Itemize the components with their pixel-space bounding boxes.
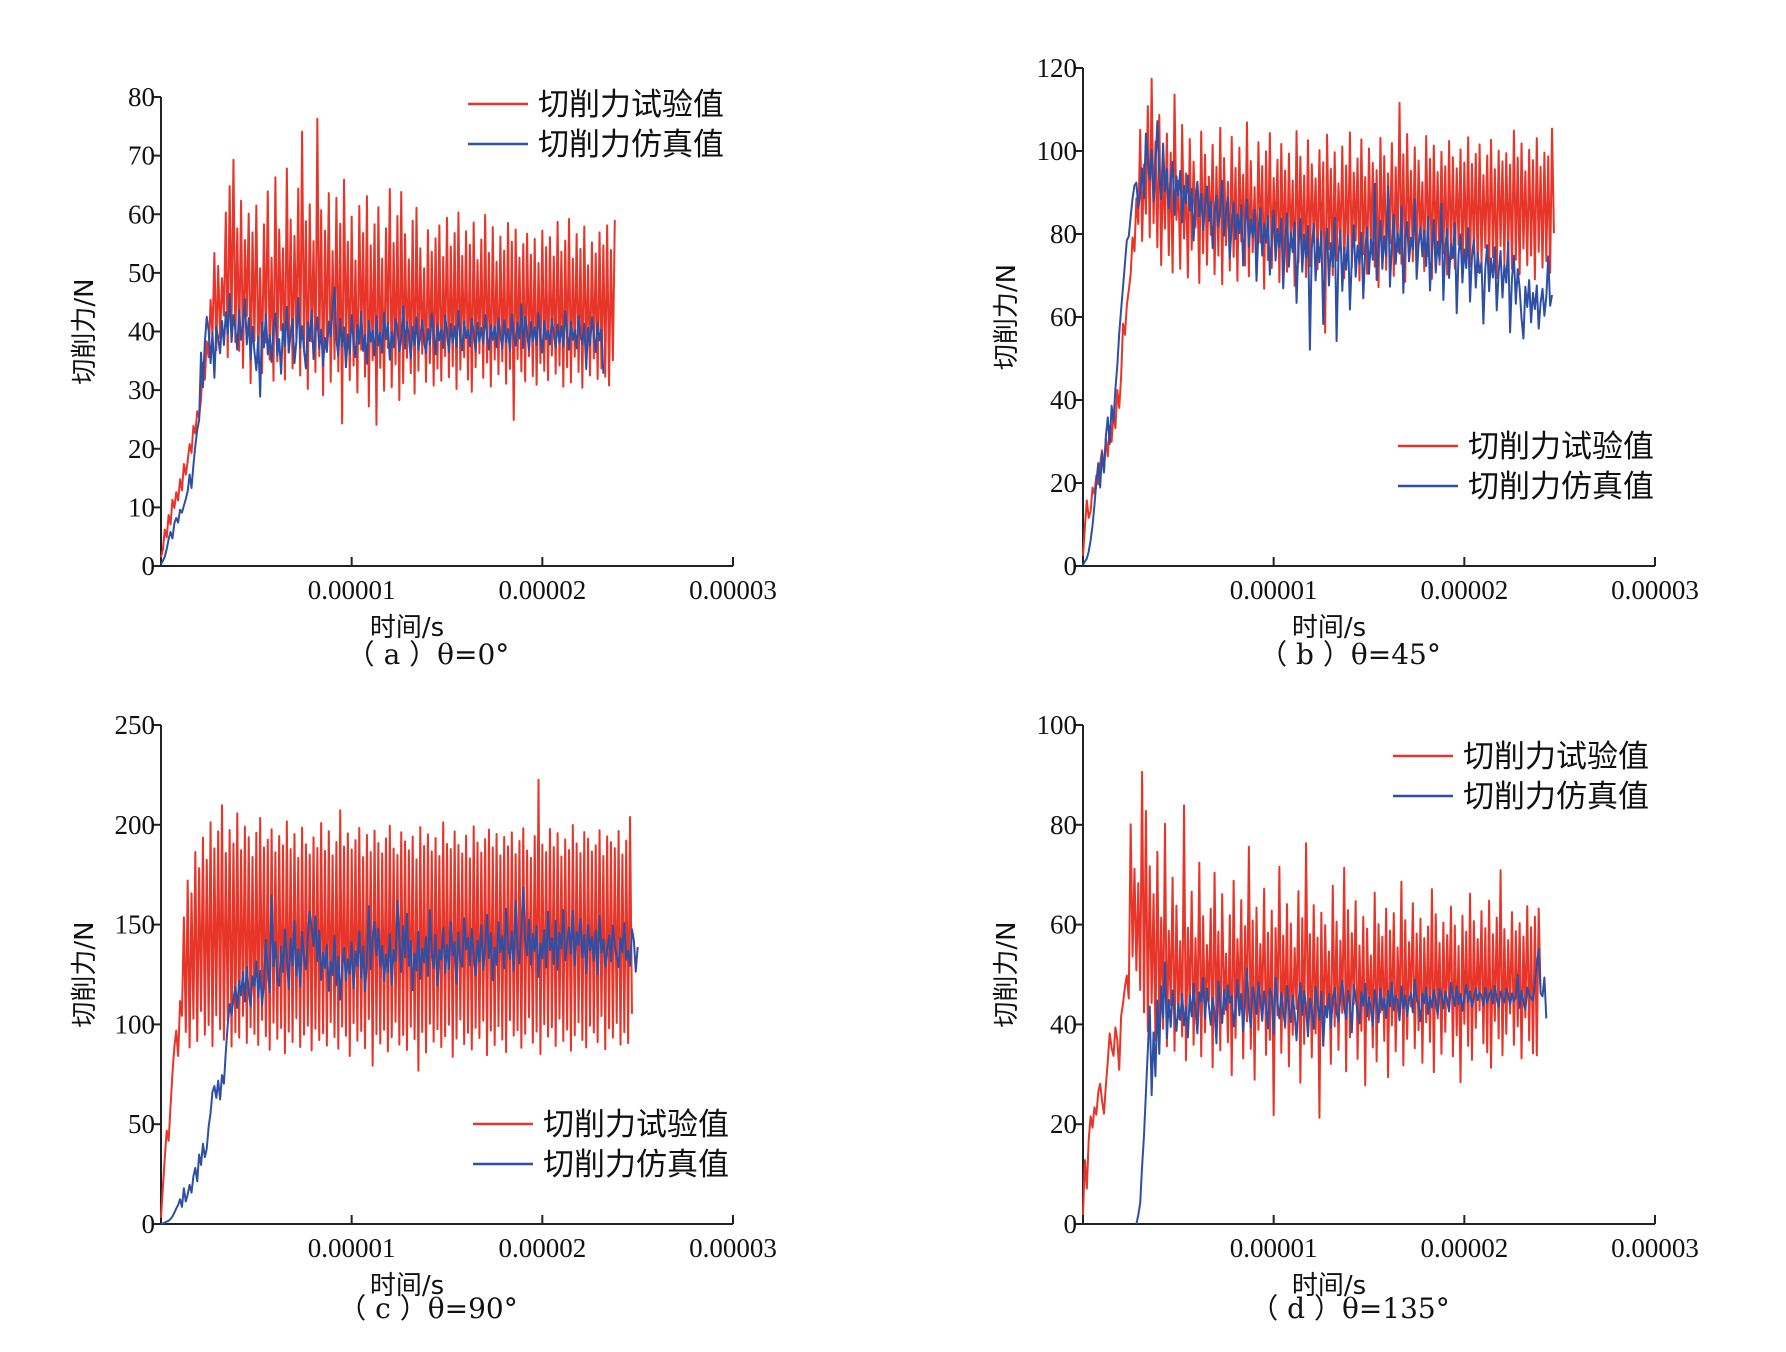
y-axis-title: 切削力/N — [70, 278, 100, 384]
legend-label: 切削力试验值 — [1463, 739, 1649, 775]
x-tick-label: 0.00002 — [1420, 1233, 1508, 1263]
y-tick-label: 150 — [115, 910, 156, 940]
series-line-simulation — [1135, 948, 1548, 1225]
chart-panel-d: 0 20 40 60 80 100 0.00001 0.00002 0.00003 时间/s 切削力… — [992, 710, 1699, 1325]
y-tick-label: 0 — [142, 551, 156, 581]
y-tick-label: 200 — [115, 810, 156, 840]
x-tick-label: 0.00002 — [1420, 575, 1508, 605]
y-tick-label: 20 — [1050, 468, 1077, 498]
legend-label: 切削力仿真值 — [1463, 779, 1649, 815]
y-tick-label: 100 — [115, 1009, 156, 1039]
x-tick-label: 0.00001 — [1230, 1233, 1318, 1263]
x-tick-label: 0.00001 — [1230, 575, 1318, 605]
x-axis-title: 时间/s — [370, 613, 444, 643]
y-tick-label: 80 — [1050, 219, 1077, 249]
legend-label: 切削力试验值 — [1468, 429, 1654, 465]
x-tick-label: 0.00003 — [689, 575, 777, 605]
chart-panel-a: 0 10 20 30 40 50 60 70 80 0.00001 0.00002 0.00003 时间… — [70, 82, 777, 671]
panel-caption: （ a ）θ=0° — [347, 638, 510, 671]
y-tick-label: 50 — [128, 258, 155, 288]
x-axis-title: 时间/s — [370, 1271, 444, 1301]
y-tick-label: 50 — [128, 1109, 155, 1139]
x-tick-label: 0.00003 — [1611, 575, 1699, 605]
y-tick-label: 80 — [1050, 810, 1077, 840]
y-tick-label: 0 — [142, 1209, 156, 1239]
y-tick-label: 10 — [128, 492, 155, 522]
y-tick-label: 30 — [128, 375, 155, 405]
x-axis-title: 时间/s — [1292, 613, 1366, 643]
legend-label: 切削力试验值 — [543, 1107, 729, 1143]
series-line-experiment — [1082, 77, 1555, 556]
y-axis-title: 切削力/N — [70, 921, 100, 1027]
x-axis-title: 时间/s — [1292, 1271, 1366, 1301]
series-line-simulation — [160, 286, 605, 565]
y-axis-title: 切削力/N — [992, 264, 1022, 370]
y-tick-label: 60 — [1050, 910, 1077, 940]
y-tick-label: 40 — [1050, 1009, 1077, 1039]
y-tick-label: 40 — [128, 317, 155, 347]
series-line-experiment — [1082, 770, 1542, 1216]
y-tick-label: 60 — [128, 199, 155, 229]
chart-panel-c: 0 50 100 150 200 250 0.00001 0.00002 0.00003 时间/s… — [70, 710, 777, 1325]
y-tick-label: 100 — [1037, 136, 1078, 166]
legend-label: 切削力试验值 — [538, 87, 724, 123]
series-line-experiment — [160, 117, 616, 558]
x-tick-label: 0.00002 — [498, 575, 586, 605]
legend-label: 切削力仿真值 — [538, 127, 724, 163]
y-tick-label: 20 — [128, 434, 155, 464]
chart-panel-b: 0 20 40 60 80 100 120 0.00001 0.00002 0.00003 时间/s… — [992, 53, 1699, 671]
y-tick-label: 70 — [128, 141, 155, 171]
x-tick-label: 0.00003 — [1611, 1233, 1699, 1263]
y-tick-label: 80 — [128, 82, 155, 112]
y-tick-label: 20 — [1050, 1109, 1077, 1139]
x-tick-label: 0.00002 — [498, 1233, 586, 1263]
legend-label: 切削力仿真值 — [1468, 469, 1654, 505]
y-tick-label: 60 — [1050, 302, 1077, 332]
y-tick-label: 250 — [115, 710, 156, 740]
x-tick-label: 0.00001 — [308, 575, 396, 605]
series-line-simulation — [1082, 120, 1554, 566]
series-line-simulation — [160, 886, 639, 1225]
y-tick-label: 40 — [1050, 385, 1077, 415]
y-tick-label: 0 — [1064, 1209, 1078, 1239]
y-tick-label: 100 — [1037, 710, 1078, 740]
y-tick-label: 120 — [1037, 53, 1078, 83]
x-tick-label: 0.00001 — [308, 1233, 396, 1263]
panel-caption: （ d ）θ=135° — [1250, 1292, 1450, 1325]
x-tick-label: 0.00003 — [689, 1233, 777, 1263]
legend-label: 切削力仿真值 — [543, 1147, 729, 1183]
y-axis-title: 切削力/N — [992, 921, 1022, 1027]
panel-caption: （ b ）θ=45° — [1259, 638, 1441, 671]
y-tick-label: 0 — [1064, 551, 1078, 581]
panel-caption: （ c ）θ=90° — [338, 1292, 517, 1325]
